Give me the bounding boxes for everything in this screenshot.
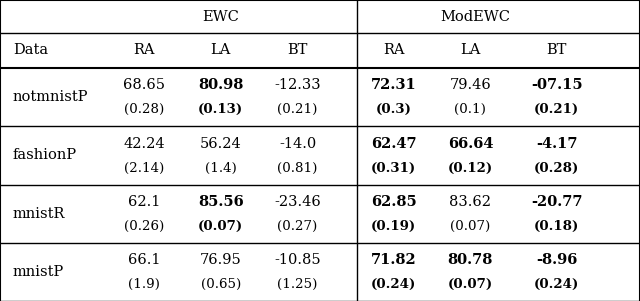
Text: notmnistP: notmnistP [13,90,88,104]
Text: 76.95: 76.95 [200,253,242,267]
Text: 62.85: 62.85 [371,195,417,209]
Text: (1.9): (1.9) [128,278,160,291]
Text: -8.96: -8.96 [536,253,577,267]
Text: 62.1: 62.1 [128,195,160,209]
Text: LA: LA [460,43,481,57]
Text: (0.18): (0.18) [534,220,579,233]
Text: (0.31): (0.31) [371,162,416,175]
Text: (0.81): (0.81) [277,162,318,175]
Text: 62.47: 62.47 [371,137,417,150]
Text: 71.82: 71.82 [371,253,417,267]
Text: 83.62: 83.62 [449,195,492,209]
Text: LA: LA [211,43,231,57]
Text: (0.07): (0.07) [451,220,490,233]
Text: EWC: EWC [202,10,239,23]
Text: -14.0: -14.0 [279,137,316,150]
Text: 42.24: 42.24 [123,137,165,150]
Text: ModEWC: ModEWC [440,10,510,23]
Text: -07.15: -07.15 [531,78,582,92]
Text: RA: RA [133,43,155,57]
Text: 56.24: 56.24 [200,137,242,150]
Text: -12.33: -12.33 [275,78,321,92]
Text: -4.17: -4.17 [536,137,577,150]
Text: (0.1): (0.1) [454,103,486,116]
Text: (0.21): (0.21) [534,103,579,116]
Text: (0.28): (0.28) [124,103,164,116]
Text: (0.19): (0.19) [371,220,416,233]
Text: (2.14): (2.14) [124,162,164,175]
Text: RA: RA [383,43,404,57]
Text: fashionP: fashionP [13,148,77,162]
Text: (0.3): (0.3) [376,103,412,116]
Text: 72.31: 72.31 [371,78,417,92]
Text: (0.26): (0.26) [124,220,164,233]
Text: (1.4): (1.4) [205,162,237,175]
Text: 68.65: 68.65 [123,78,165,92]
Text: BT: BT [547,43,567,57]
Text: (0.65): (0.65) [201,278,241,291]
Text: (0.27): (0.27) [278,220,317,233]
Text: 66.1: 66.1 [128,253,160,267]
Text: (0.21): (0.21) [277,103,318,116]
Text: (1.25): (1.25) [277,278,318,291]
Text: 79.46: 79.46 [449,78,492,92]
Text: (0.07): (0.07) [198,220,243,233]
Text: BT: BT [287,43,308,57]
Text: Data: Data [13,43,48,57]
Text: 66.64: 66.64 [447,137,493,150]
Text: (0.12): (0.12) [448,162,493,175]
Text: (0.24): (0.24) [534,278,579,291]
Text: (0.07): (0.07) [448,278,493,291]
Text: (0.13): (0.13) [198,103,243,116]
Text: mnistR: mnistR [13,207,65,221]
Text: 80.98: 80.98 [198,78,243,92]
Text: -10.85: -10.85 [275,253,321,267]
Text: -20.77: -20.77 [531,195,582,209]
Text: 80.78: 80.78 [448,253,493,267]
Text: (0.28): (0.28) [534,162,579,175]
Text: 85.56: 85.56 [198,195,244,209]
Text: (0.24): (0.24) [371,278,416,291]
Text: -23.46: -23.46 [274,195,321,209]
Text: mnistP: mnistP [13,265,64,279]
